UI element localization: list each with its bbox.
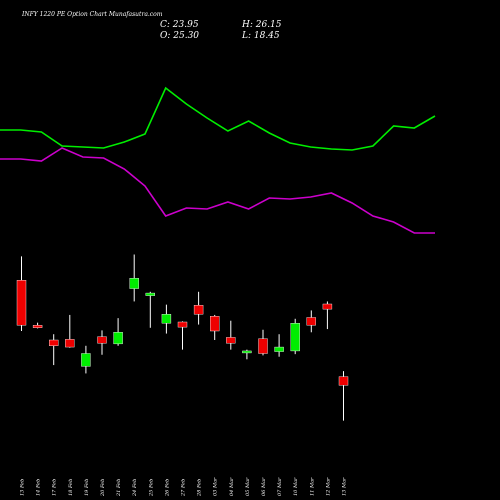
date-label: 04 Mar	[229, 477, 235, 496]
date-label: 24 Feb	[132, 479, 138, 497]
chart-title: INFY 1220 PE Option Chart Munafasutra.co…	[21, 11, 163, 18]
date-label: 18 Feb	[68, 479, 74, 496]
date-label: 19 Feb	[84, 479, 90, 496]
candle-body	[274, 346, 284, 352]
date-label: 28 Feb	[197, 479, 203, 497]
date-label: 21 Feb	[116, 479, 122, 497]
candle-body	[49, 339, 59, 346]
candle-body	[193, 305, 204, 315]
date-label: 20 Feb	[100, 479, 106, 497]
date-labels: 13 Feb 14 Feb 17 Feb 18 Feb 19 Feb 20 Feb 21 F…	[20, 477, 348, 497]
candles	[16, 254, 349, 421]
candle-body	[209, 316, 220, 332]
date-label: 13 Feb	[20, 479, 26, 496]
candle-body	[32, 325, 43, 328]
candle-body	[129, 278, 139, 289]
candle-body	[81, 353, 91, 367]
candle-body	[177, 321, 188, 328]
candle-body	[97, 336, 107, 344]
indicator-lines	[0, 86, 436, 234]
candle-body	[145, 292, 156, 296]
date-label: 10 Mar	[293, 477, 299, 496]
date-label: 27 Feb	[181, 479, 187, 497]
candle-body	[290, 323, 300, 352]
date-label: 17 Feb	[52, 479, 58, 496]
date-label: 26 Feb	[164, 479, 170, 497]
candle-body	[322, 303, 333, 310]
candle-body	[258, 338, 268, 354]
date-label: 12 Mar	[325, 477, 331, 496]
high-value: H: 26.15	[241, 20, 282, 30]
green-indicator-line	[0, 86, 436, 151]
date-label: 06 Mar	[261, 477, 267, 496]
date-label: 14 Feb	[36, 479, 42, 496]
date-label: 11 Mar	[309, 477, 315, 496]
date-label: 25 Feb	[148, 479, 154, 497]
candle-body	[226, 337, 236, 344]
candle-body	[306, 317, 316, 326]
open-value: O: 25.30	[160, 31, 199, 41]
candle-body	[16, 280, 27, 326]
candle-body	[338, 376, 349, 386]
candle-body	[113, 332, 123, 345]
date-label: 03 Mar	[213, 477, 219, 496]
date-label: 13 Mar	[342, 477, 348, 496]
date-label: 05 Mar	[245, 477, 251, 496]
candle-body	[161, 314, 172, 324]
magenta-indicator-line	[0, 147, 435, 234]
low-value: L: 18.45	[241, 31, 280, 41]
date-label: 07 Mar	[277, 477, 283, 496]
close-value: C: 23.95	[160, 20, 199, 30]
candle-body	[65, 339, 75, 348]
candle-body	[242, 350, 252, 354]
